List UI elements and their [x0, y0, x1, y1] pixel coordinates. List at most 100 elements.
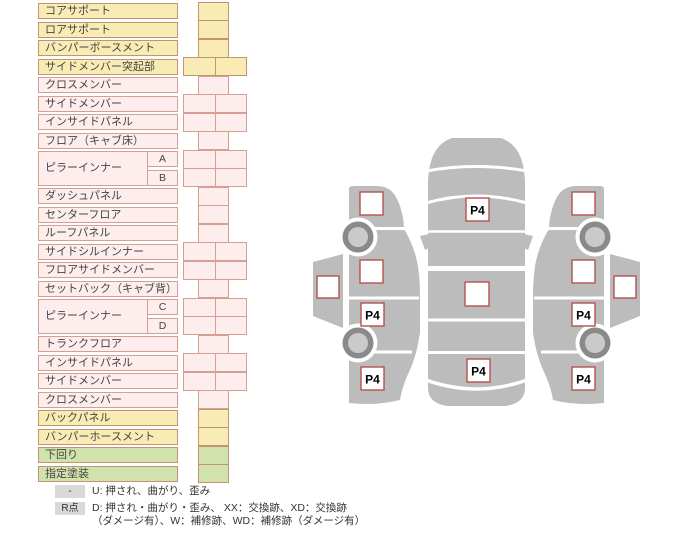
- table-row: インサイドパネル: [38, 353, 293, 372]
- row-label: トランクフロア: [38, 336, 178, 352]
- damage-cell[interactable]: [183, 149, 216, 169]
- damage-cell[interactable]: [214, 242, 247, 261]
- row-label: サイドメンバー突起部: [38, 58, 178, 75]
- damage-cell[interactable]: [198, 334, 229, 354]
- damage-cell[interactable]: [198, 1, 229, 21]
- row-label: バックパネル: [38, 410, 178, 426]
- damage-cell[interactable]: [198, 408, 229, 428]
- damage-cell[interactable]: [198, 131, 229, 150]
- row-label: セットバック（キャブ背）: [38, 280, 178, 297]
- damage-cell[interactable]: [183, 168, 216, 187]
- damage-marker[interactable]: P4: [360, 366, 385, 391]
- table-row: 指定塗装: [38, 464, 293, 483]
- damage-marker[interactable]: P4: [571, 302, 596, 327]
- table-row: トランクフロア: [38, 334, 293, 354]
- row-label: センターフロア: [38, 206, 178, 223]
- row-label: ダッシュパネル: [38, 188, 178, 204]
- table-row: サイドメンバー突起部: [38, 57, 293, 76]
- row-label: サイドメンバー: [38, 95, 178, 112]
- table-row-group: ピラーインナー A B: [38, 149, 293, 187]
- damage-cell[interactable]: [183, 57, 216, 76]
- row-label: ピラーインナー: [38, 299, 148, 334]
- damage-cell[interactable]: [214, 112, 247, 132]
- damage-marker[interactable]: P4: [465, 197, 490, 222]
- damage-marker[interactable]: [316, 275, 340, 299]
- damage-cell[interactable]: [198, 279, 229, 298]
- damage-cell[interactable]: [198, 445, 229, 465]
- damage-cell[interactable]: [198, 427, 229, 446]
- table-row: バンパーボースメント: [38, 38, 293, 58]
- svg-text:P4: P4: [470, 204, 485, 218]
- table-row: バックパネル: [38, 408, 293, 428]
- damage-cell[interactable]: [198, 223, 229, 243]
- damage-cell[interactable]: [198, 186, 229, 206]
- table-row: サイドシルインナー: [38, 242, 293, 261]
- car-diagram: P4 P4 P4 P4 P4 P4: [311, 138, 642, 406]
- damage-marker[interactable]: P4: [360, 302, 385, 327]
- damage-cell[interactable]: [183, 316, 216, 335]
- damage-cell[interactable]: [214, 94, 247, 113]
- table-row: サイドメンバー: [38, 94, 293, 113]
- row-label: バンパーボースメント: [38, 40, 178, 56]
- row-label: サイドシルインナー: [38, 243, 178, 260]
- damage-marker[interactable]: [613, 275, 637, 299]
- damage-cell[interactable]: [198, 38, 229, 58]
- svg-text:P4: P4: [576, 309, 591, 323]
- table-row: 下回り: [38, 445, 293, 465]
- damage-marker[interactable]: [359, 191, 384, 216]
- svg-text:P4: P4: [471, 365, 486, 379]
- damage-marker[interactable]: [464, 281, 490, 307]
- damage-cell[interactable]: [214, 371, 247, 391]
- damage-cell[interactable]: [214, 260, 247, 280]
- row-label: インサイドパネル: [38, 354, 178, 371]
- damage-cell[interactable]: [183, 353, 216, 372]
- row-label: インサイドパネル: [38, 114, 178, 130]
- row-label: ロアサポート: [38, 21, 178, 38]
- legend-row-repair: R点 D: 押され・曲がり・歪み、 XX：交換跡、XD：交換跡 （ダメージ有）、…: [55, 501, 366, 529]
- legend-key-repair: R点: [55, 501, 85, 515]
- row-sublabel: D: [147, 317, 178, 334]
- damage-cell[interactable]: [183, 242, 216, 261]
- table-row: インサイドパネル: [38, 112, 293, 132]
- damage-cell[interactable]: [198, 464, 229, 483]
- row-label: バンパーホースメント: [38, 428, 178, 445]
- damage-cell[interactable]: [214, 316, 247, 335]
- parts-table: コアサポート ロアサポート バンパーボースメント サイドメンバー突起部 クロスメ…: [38, 1, 293, 484]
- damage-cell[interactable]: [183, 371, 216, 391]
- row-label: ピラーインナー: [38, 151, 148, 186]
- damage-marker[interactable]: [359, 259, 384, 284]
- row-label: サイドメンバー: [38, 373, 178, 389]
- damage-cell[interactable]: [183, 297, 216, 317]
- table-row-group: ピラーインナー C D: [38, 297, 293, 335]
- table-row: クロスメンバー: [38, 390, 293, 409]
- damage-cell[interactable]: [214, 353, 247, 372]
- damage-cell[interactable]: [214, 297, 247, 317]
- table-row: ロアサポート: [38, 20, 293, 39]
- mirror-right-icon: [524, 234, 533, 250]
- table-row: フロア（キャブ床）: [38, 131, 293, 150]
- damage-cell[interactable]: [183, 94, 216, 113]
- damage-marker[interactable]: P4: [466, 358, 491, 383]
- damage-cell[interactable]: [183, 260, 216, 280]
- damage-cell[interactable]: [214, 57, 247, 76]
- damage-marker[interactable]: [571, 191, 596, 216]
- car-top-view: [420, 138, 533, 406]
- damage-cell[interactable]: [198, 205, 229, 224]
- damage-cell[interactable]: [214, 149, 247, 169]
- damage-cell[interactable]: [198, 390, 229, 409]
- table-row: コアサポート: [38, 1, 293, 21]
- table-row: クロスメンバー: [38, 75, 293, 95]
- damage-marker[interactable]: P4: [571, 366, 596, 391]
- table-row: セットバック（キャブ背）: [38, 279, 293, 298]
- row-label: 下回り: [38, 447, 178, 463]
- damage-marker[interactable]: [571, 259, 596, 284]
- damage-cell[interactable]: [198, 75, 229, 95]
- damage-cell[interactable]: [198, 20, 229, 39]
- legend-repair-text-line2: （ダメージ有）、W：補修跡、WD：補修跡（ダメージ有）: [92, 515, 366, 527]
- table-row: フロアサイドメンバー: [38, 260, 293, 280]
- svg-text:P4: P4: [576, 373, 591, 387]
- svg-text:P4: P4: [365, 309, 380, 323]
- damage-cell[interactable]: [214, 168, 247, 187]
- damage-cell[interactable]: [183, 112, 216, 132]
